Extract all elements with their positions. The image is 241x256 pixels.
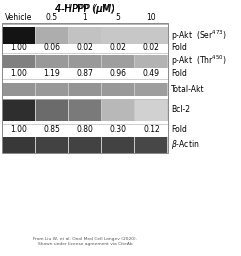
Text: 0.5: 0.5	[46, 13, 58, 22]
Bar	[2, 83, 168, 95]
Text: From Liu W, et al. Onol Med Cell Longev (2020).
Shown under license agreement vi: From Liu W, et al. Onol Med Cell Longev …	[33, 238, 137, 246]
Bar	[2, 55, 168, 68]
Text: 5: 5	[116, 13, 120, 22]
Text: 0.02: 0.02	[143, 43, 160, 52]
Bar	[69, 27, 101, 44]
Text: 0.02: 0.02	[110, 43, 127, 52]
Text: 0.12: 0.12	[143, 125, 160, 134]
Bar	[69, 99, 101, 121]
Bar	[36, 137, 68, 153]
Text: 0.30: 0.30	[110, 125, 127, 134]
Bar	[102, 27, 134, 44]
Bar	[135, 137, 167, 153]
Bar	[102, 55, 134, 68]
Text: 0.87: 0.87	[77, 69, 94, 78]
Text: 4-HPPP ($\mu$M): 4-HPPP ($\mu$M)	[54, 2, 115, 16]
Bar	[2, 27, 35, 44]
Bar	[36, 83, 68, 95]
Bar	[69, 55, 101, 68]
Bar	[36, 99, 68, 121]
Bar	[2, 99, 168, 121]
Text: 1.00: 1.00	[10, 125, 27, 134]
Bar	[102, 83, 134, 95]
Bar	[135, 27, 167, 44]
Text: 0.85: 0.85	[43, 125, 60, 134]
Text: 10: 10	[147, 13, 156, 22]
Bar	[2, 83, 35, 95]
Text: Bcl-2: Bcl-2	[171, 105, 190, 114]
Text: 0.06: 0.06	[43, 43, 60, 52]
Bar	[36, 55, 68, 68]
Text: 1.00: 1.00	[10, 69, 27, 78]
Bar	[2, 27, 168, 44]
Text: 1.19: 1.19	[43, 69, 60, 78]
Bar	[69, 83, 101, 95]
Bar	[135, 99, 167, 121]
Text: Total-Akt: Total-Akt	[171, 84, 205, 93]
Bar	[102, 99, 134, 121]
Bar	[2, 55, 35, 68]
Bar	[36, 27, 68, 44]
Text: 0.80: 0.80	[77, 125, 94, 134]
Bar	[2, 137, 35, 153]
Text: p-Akt  (Thr$^{450}$): p-Akt (Thr$^{450}$)	[171, 54, 227, 68]
Bar	[135, 83, 167, 95]
Text: 4-HPPP (μM): 4-HPPP (μM)	[55, 4, 115, 14]
Text: Fold: Fold	[171, 43, 187, 52]
Text: 1.00: 1.00	[10, 43, 27, 52]
Bar	[69, 137, 101, 153]
Bar	[2, 99, 35, 121]
Text: p-Akt  (Ser$^{473}$): p-Akt (Ser$^{473}$)	[171, 28, 227, 42]
Text: Fold: Fold	[171, 125, 187, 134]
Text: 0.96: 0.96	[110, 69, 127, 78]
Bar	[135, 55, 167, 68]
Text: Fold: Fold	[171, 69, 187, 78]
Text: 0.49: 0.49	[143, 69, 160, 78]
Bar	[102, 137, 134, 153]
Text: 0.02: 0.02	[77, 43, 94, 52]
Text: 1: 1	[83, 13, 87, 22]
Bar	[2, 23, 168, 153]
Text: Vehicle: Vehicle	[5, 13, 32, 22]
Bar	[2, 137, 168, 153]
Text: $\beta$-Actin: $\beta$-Actin	[171, 138, 199, 151]
